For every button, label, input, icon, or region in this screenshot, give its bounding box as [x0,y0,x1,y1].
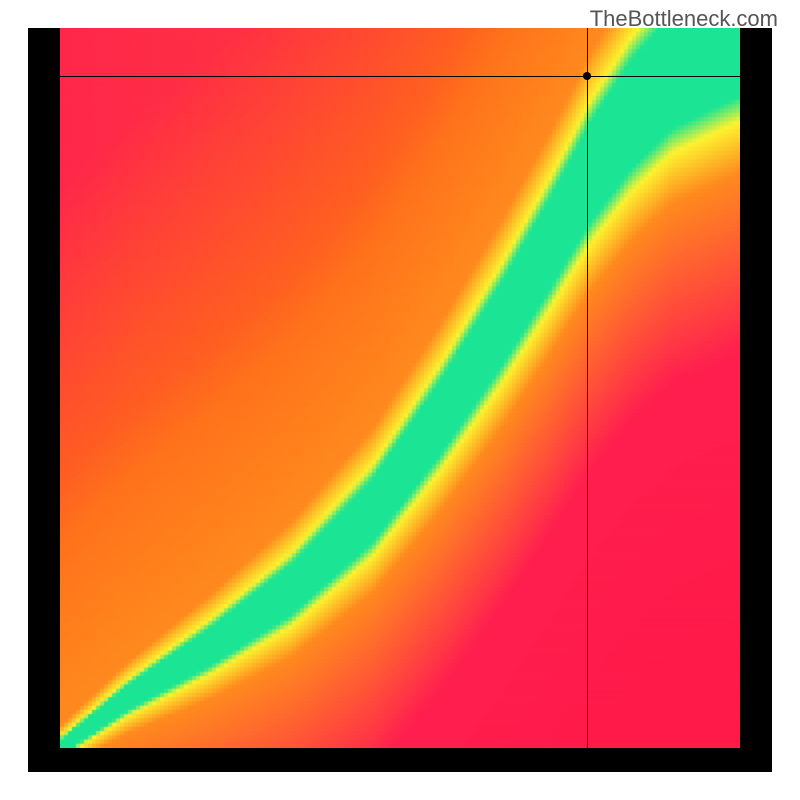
crosshair-marker [583,72,591,80]
heatmap-canvas [60,28,740,748]
heatmap-plot [60,28,740,748]
crosshair-vertical [587,28,588,748]
outer-frame [28,28,772,772]
crosshair-horizontal [60,76,740,77]
watermark-text: TheBottleneck.com [590,6,778,32]
figure-wrapper: TheBottleneck.com [0,0,800,800]
